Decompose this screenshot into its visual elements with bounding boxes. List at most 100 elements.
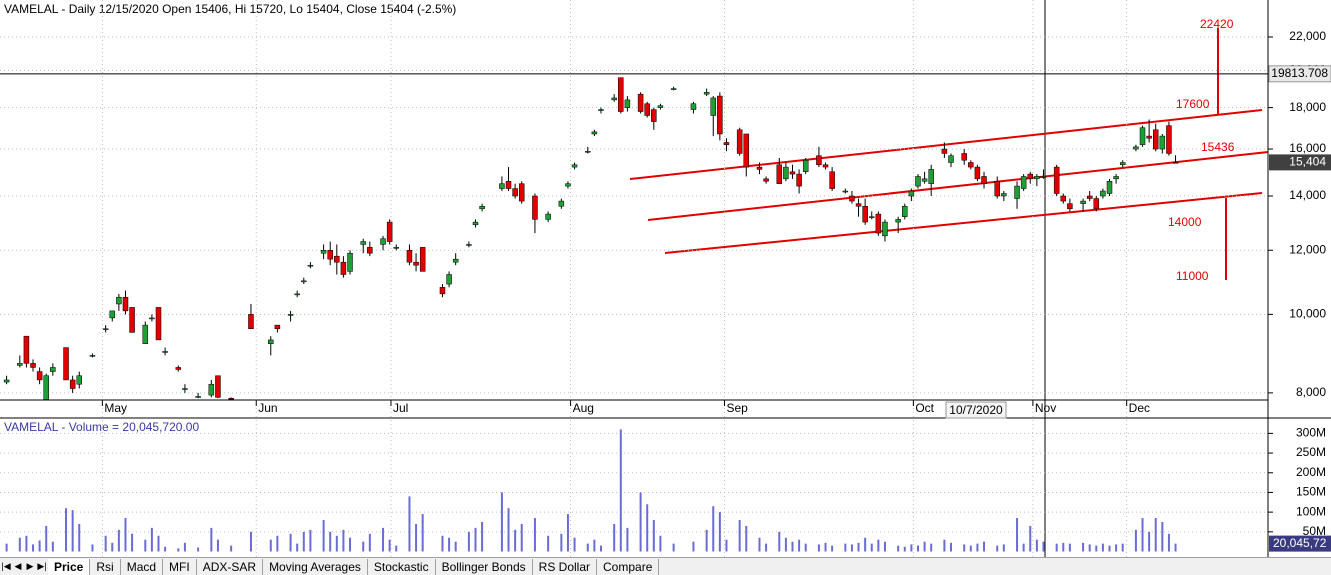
candle-body <box>380 238 386 245</box>
candle-body <box>1119 162 1126 166</box>
tab[interactable]: Moving Averages <box>263 558 368 575</box>
volume-bar <box>923 541 926 552</box>
candle-body <box>981 176 987 184</box>
candle-body <box>1034 176 1040 180</box>
x-tick-label: Oct <box>915 401 934 415</box>
candle-body <box>591 131 598 135</box>
annotation: 22420 <box>1200 17 1234 31</box>
candle-body <box>208 383 215 396</box>
candle-body <box>518 183 525 202</box>
candle-body <box>816 155 822 166</box>
tab[interactable]: RS Dollar <box>533 558 598 575</box>
crosshair-price: 19813.708 <box>1271 66 1328 80</box>
volume-bar <box>870 543 873 552</box>
volume-bar <box>798 539 801 552</box>
volume-bar <box>963 544 966 552</box>
candle-body <box>974 166 981 180</box>
candle-body <box>17 363 23 366</box>
volume-bar <box>65 508 68 552</box>
candle-body <box>360 241 366 245</box>
volume-bar <box>930 543 933 552</box>
tab[interactable]: ADX-SAR <box>197 558 264 575</box>
tab[interactable]: Price <box>48 558 91 575</box>
volume-bar <box>566 514 569 552</box>
candle-body <box>228 397 234 400</box>
volume-bar <box>705 529 708 552</box>
candle-body <box>842 190 849 193</box>
crosshair-date: 10/7/2020 <box>949 403 1003 417</box>
nav-prev[interactable]: ◀ <box>14 561 22 571</box>
tab[interactable]: Bollinger Bonds <box>436 558 533 575</box>
y-tick-label: 200M <box>1296 465 1326 479</box>
tab[interactable]: Rsi <box>90 558 121 575</box>
volume-bar <box>976 543 979 552</box>
candle-body <box>334 255 340 263</box>
volume-bar <box>626 527 629 552</box>
chart: VAMELAL - Daily 12/15/2020 Open 15406, H… <box>0 0 1331 557</box>
trend-line <box>629 109 1263 180</box>
candle-body <box>637 93 644 112</box>
tab[interactable]: Macd <box>121 558 164 575</box>
volume-bar <box>983 541 986 552</box>
tab[interactable]: Stockastic <box>368 558 436 575</box>
volume-bar <box>78 523 81 552</box>
candle-body <box>1139 127 1146 145</box>
volume-bar <box>1161 521 1164 552</box>
volume-bar <box>996 545 999 552</box>
volume-bar <box>368 533 371 552</box>
candle-body <box>902 205 908 217</box>
volume-bar <box>144 539 147 552</box>
volume-bar <box>1174 543 1177 552</box>
volume-bar <box>1042 541 1045 552</box>
candle-body <box>776 164 783 184</box>
candle-body <box>505 181 512 189</box>
volume-bar <box>844 543 847 552</box>
candle-body <box>822 164 829 168</box>
volume-bar <box>864 537 867 552</box>
volume-bar <box>32 544 35 552</box>
date-tag <box>945 401 1007 419</box>
candle-body <box>1093 198 1100 210</box>
volume-bar <box>474 527 477 552</box>
volume-bar <box>71 510 74 552</box>
candle-body <box>1086 195 1093 199</box>
volume-bar <box>362 541 365 552</box>
candle-body <box>585 150 591 153</box>
annotation: 14000 <box>1168 215 1202 229</box>
x-tick-label: Aug <box>573 401 594 415</box>
volume-bar <box>791 541 794 552</box>
volume-bar <box>289 533 292 552</box>
volume-bar <box>520 523 523 552</box>
candle-body <box>717 95 723 135</box>
volume-bar <box>1035 539 1038 552</box>
candle-body <box>1027 173 1033 180</box>
volume-bar <box>765 543 768 552</box>
volume-bar <box>91 544 94 552</box>
candle-body <box>89 355 96 357</box>
candle-body <box>875 213 882 234</box>
candle-body <box>598 109 604 111</box>
nav-next[interactable]: ▶ <box>26 561 34 571</box>
volume-bar <box>1029 525 1032 552</box>
volume-bar <box>1115 544 1118 552</box>
volume-bar <box>382 527 385 552</box>
candle-body <box>618 77 624 112</box>
volume-bar <box>850 544 853 552</box>
volume-bar <box>157 535 160 552</box>
tab[interactable]: MFI <box>163 558 197 575</box>
volume-bar <box>342 529 345 552</box>
volume-bar <box>421 514 424 552</box>
candle-body <box>347 252 353 272</box>
y-tick-label: 300M <box>1296 426 1326 440</box>
nav-last[interactable]: ▶| <box>37 561 47 571</box>
volume-bar <box>124 518 127 552</box>
volume-bar <box>335 535 338 552</box>
nav-first[interactable]: |◀ <box>1 561 11 571</box>
y-tick-label: 100M <box>1296 504 1326 518</box>
tab[interactable]: Compare <box>597 558 660 575</box>
candle-body <box>571 164 578 168</box>
annotation: 15436 <box>1201 140 1235 154</box>
candle-body <box>69 379 76 389</box>
candle-body <box>908 190 915 197</box>
volume-bar <box>111 542 114 552</box>
